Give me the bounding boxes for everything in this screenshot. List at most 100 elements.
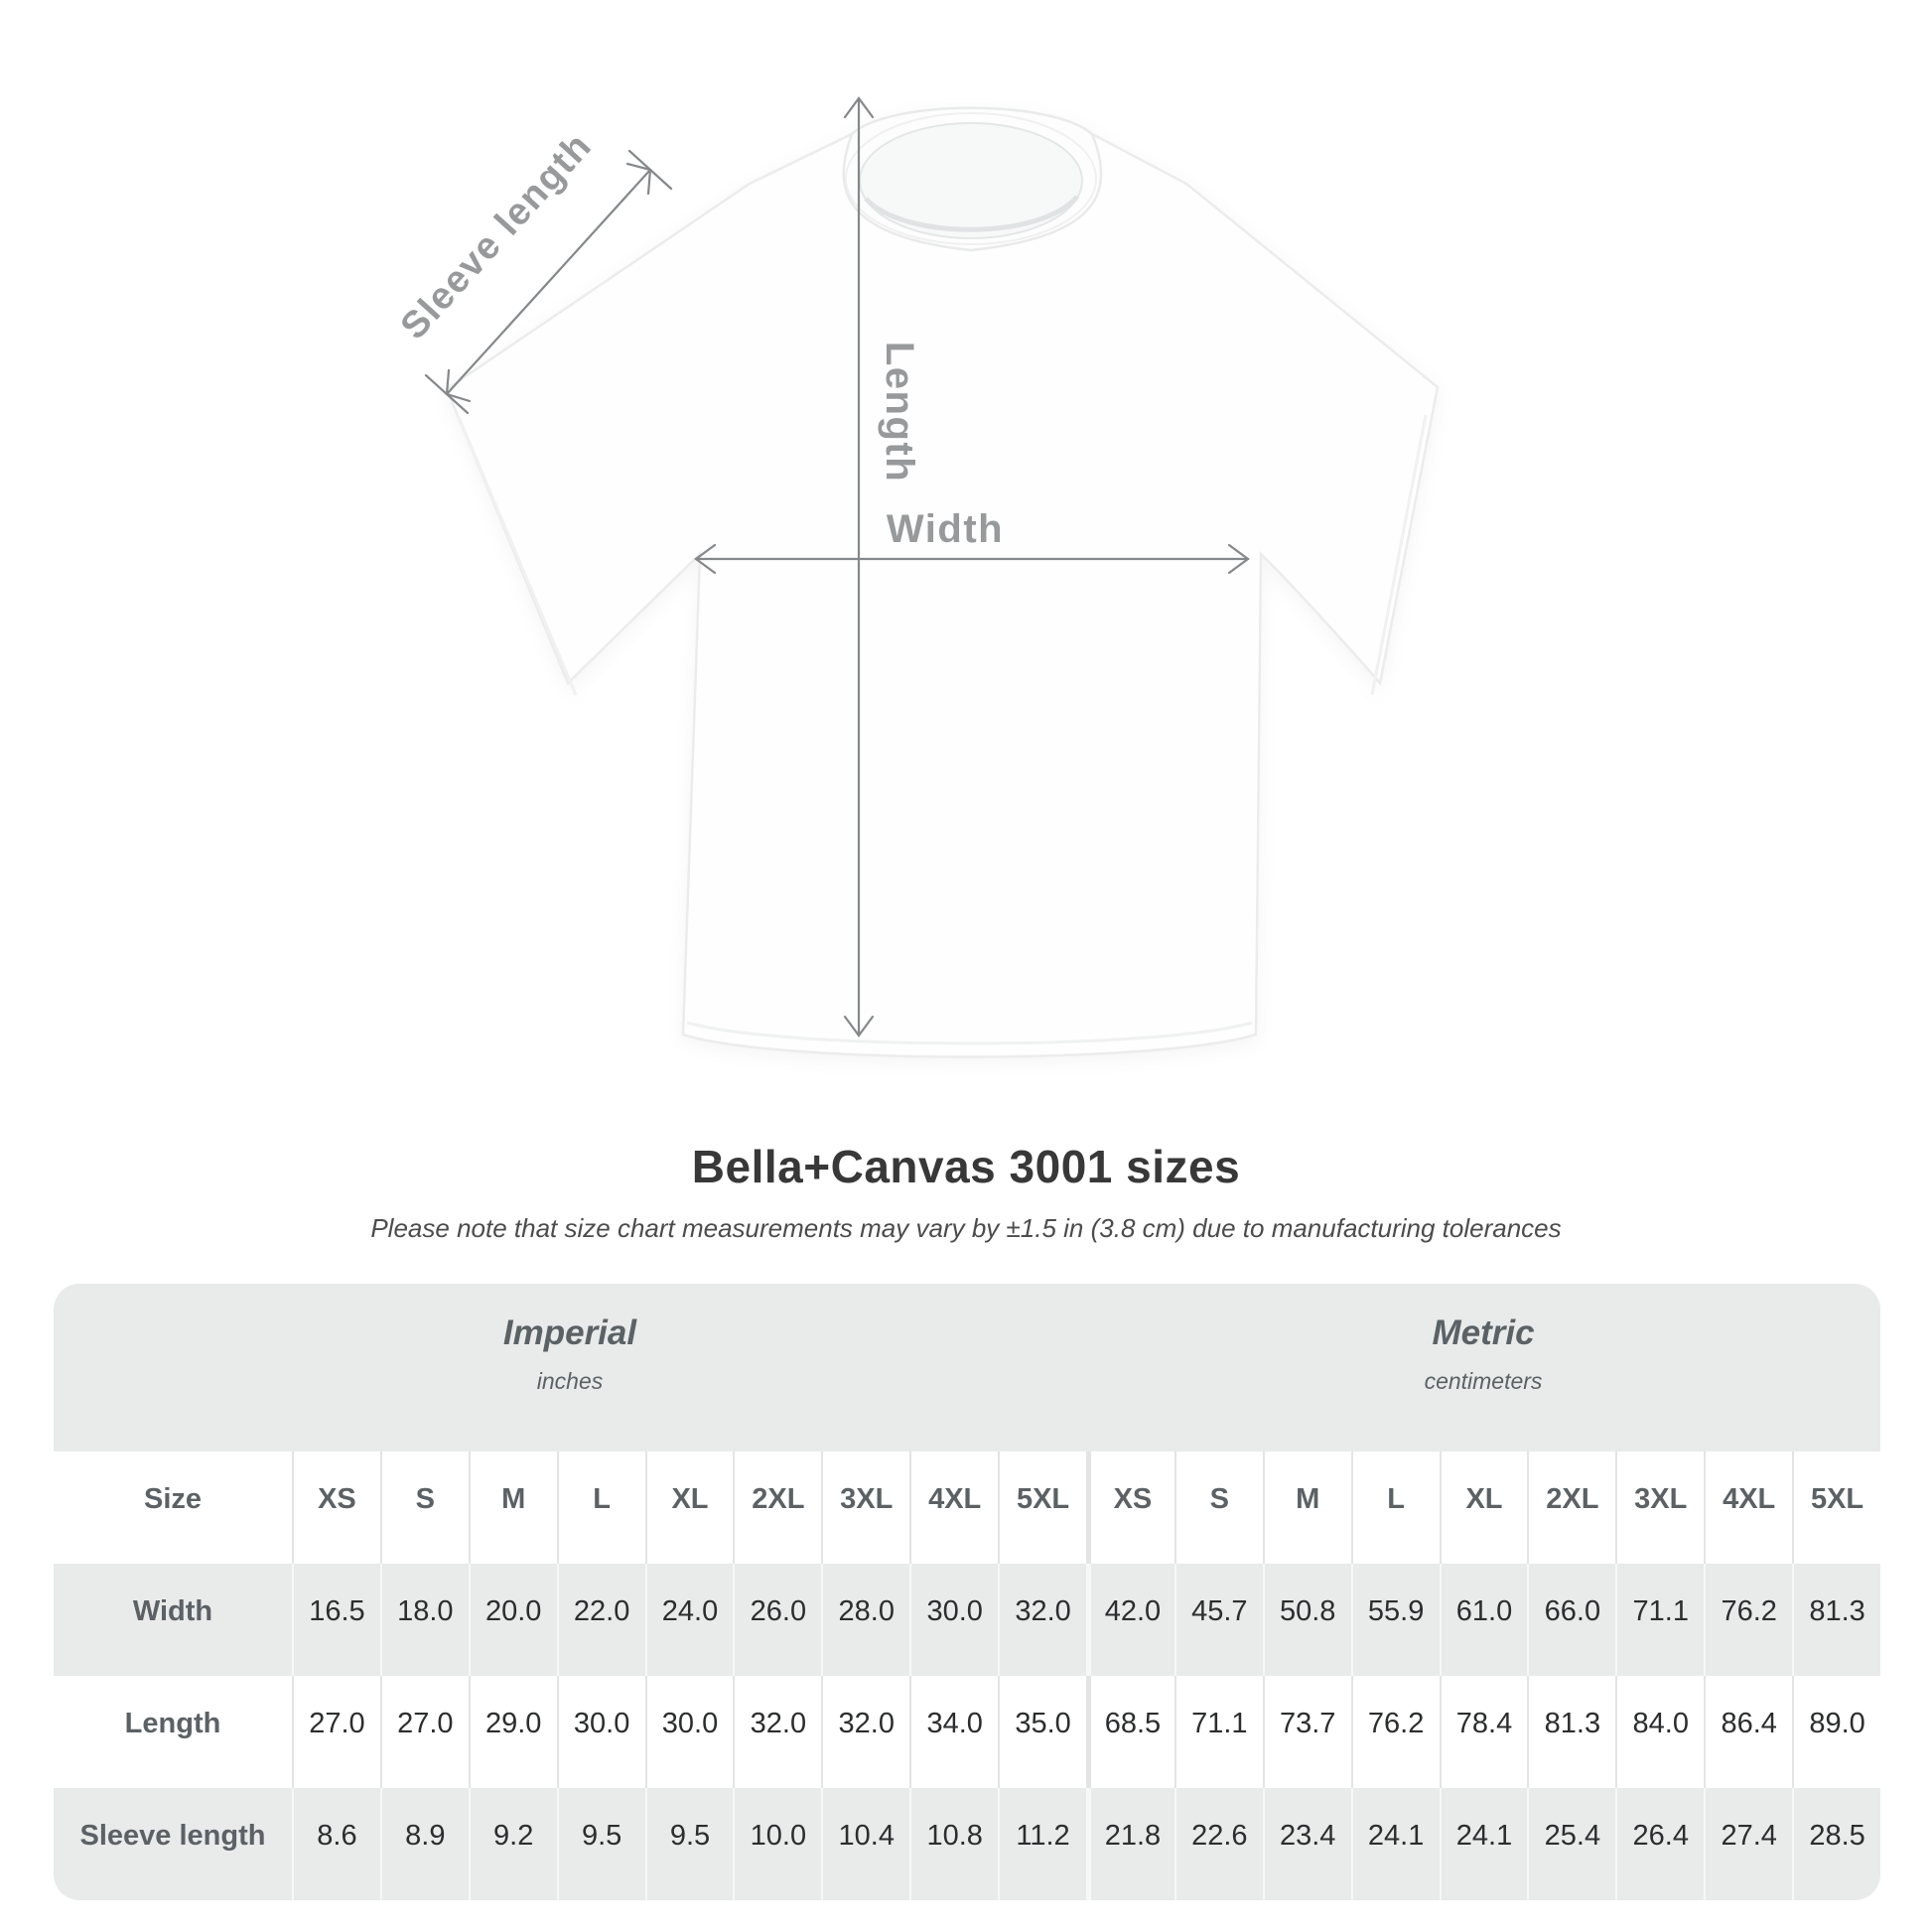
size-cell: M (1262, 1451, 1351, 1564)
value-cell: 26.4 (1615, 1788, 1704, 1900)
size-cell: S (1173, 1451, 1263, 1564)
length-label: Length (878, 342, 921, 483)
collar-inner-shadow (864, 195, 1079, 232)
size-cell: 2XL (1527, 1451, 1615, 1564)
length-row: Length 27.0 27.0 29.0 30.0 30.0 32.0 32.… (54, 1676, 1880, 1788)
value-cell: 10.0 (733, 1788, 821, 1900)
size-header-label: Size (143, 1483, 203, 1515)
width-row: Width 16.5 18.0 20.0 22.0 24.0 26.0 28.0… (54, 1564, 1880, 1676)
value-cell: 27.0 (292, 1676, 380, 1788)
size-cell: 4XL (909, 1451, 998, 1564)
value-cell: 84.0 (1615, 1676, 1704, 1788)
value-cell: 42.0 (1085, 1564, 1174, 1676)
unit-group-metric: Metric centimeters (1086, 1284, 1880, 1451)
value-cell: 8.9 (379, 1788, 469, 1900)
value-cell: 76.2 (1350, 1676, 1440, 1788)
row-label: Length (124, 1708, 221, 1739)
tshirt-measurement-diagram: Length Width Sleeve length (393, 96, 1440, 1058)
size-cell: 3XL (1615, 1451, 1704, 1564)
size-cell: XL (644, 1451, 734, 1564)
value-cell: 9.5 (644, 1788, 734, 1900)
size-cell: XL (1439, 1451, 1528, 1564)
value-cell: 26.0 (733, 1564, 821, 1676)
width-arrow: Width (694, 507, 1250, 575)
metric-unit-label: centimeters (1424, 1368, 1543, 1394)
value-cell: 45.7 (1173, 1564, 1263, 1676)
page-title: Bella+Canvas 3001 sizes (691, 1141, 1241, 1192)
size-cell: 5XL (998, 1451, 1086, 1564)
value-cell: 22.0 (556, 1564, 645, 1676)
row-label: Sleeve length (79, 1820, 266, 1852)
size-cell: 3XL (821, 1451, 909, 1564)
value-cell: 32.0 (733, 1676, 821, 1788)
value-cell: 27.4 (1704, 1788, 1792, 1900)
value-cell: 10.8 (909, 1788, 998, 1900)
value-cell: 81.3 (1527, 1676, 1615, 1788)
imperial-label: Imperial (502, 1313, 637, 1352)
value-cell: 78.4 (1439, 1676, 1528, 1788)
size-cell: 5XL (1792, 1451, 1880, 1564)
value-cell: 8.6 (292, 1788, 380, 1900)
size-cell: L (556, 1451, 645, 1564)
value-cell: 73.7 (1262, 1676, 1351, 1788)
value-cell: 32.0 (998, 1564, 1086, 1676)
value-cell: 30.0 (644, 1676, 734, 1788)
collar-seam (845, 112, 1097, 245)
value-cell: 25.4 (1527, 1788, 1615, 1900)
value-cell: 28.0 (821, 1564, 909, 1676)
value-cell: 34.0 (909, 1676, 998, 1788)
value-cell: 55.9 (1350, 1564, 1440, 1676)
tshirt-body (445, 108, 1440, 1058)
size-cell: XS (1085, 1451, 1174, 1564)
size-cell: L (1350, 1451, 1440, 1564)
value-cell: 24.0 (644, 1564, 734, 1676)
left-cuff-seam (457, 416, 578, 696)
value-cell: 89.0 (1792, 1676, 1880, 1788)
size-cell: XS (292, 1451, 380, 1564)
length-arrow: Length (843, 96, 921, 1037)
metric-label: Metric (1432, 1313, 1535, 1352)
value-cell: 22.6 (1173, 1788, 1263, 1900)
value-cell: 24.1 (1439, 1788, 1528, 1900)
value-cell: 29.0 (468, 1676, 557, 1788)
unit-band: Imperial inches Metric centimeters (54, 1284, 1880, 1451)
collar-opening (859, 122, 1083, 239)
value-cell: 9.5 (556, 1788, 645, 1900)
size-cell: 4XL (1704, 1451, 1792, 1564)
sleeve-length-row: Sleeve length 8.6 8.9 9.2 9.5 9.5 10.0 1… (54, 1788, 1880, 1900)
value-cell: 11.2 (998, 1788, 1086, 1900)
value-cell: 20.0 (468, 1564, 557, 1676)
value-cell: 61.0 (1439, 1564, 1528, 1676)
value-cell: 28.5 (1792, 1788, 1880, 1900)
value-cell: 86.4 (1704, 1676, 1792, 1788)
value-cell: 16.5 (292, 1564, 380, 1676)
value-cell: 71.1 (1615, 1564, 1704, 1676)
row-label: Width (132, 1595, 213, 1627)
value-cell: 9.2 (468, 1788, 557, 1900)
right-cuff-seam (1370, 414, 1428, 696)
value-cell: 18.0 (379, 1564, 469, 1676)
size-cell: M (468, 1451, 557, 1564)
value-cell: 32.0 (821, 1676, 909, 1788)
value-cell: 66.0 (1527, 1564, 1615, 1676)
value-cell: 21.8 (1085, 1788, 1174, 1900)
size-cell: 2XL (733, 1451, 821, 1564)
value-cell: 24.1 (1350, 1788, 1440, 1900)
value-cell: 76.2 (1704, 1564, 1792, 1676)
size-header-row: Size XS S M L XL 2XL 3XL 4XL 5XL XS S M … (54, 1451, 1880, 1564)
value-cell: 27.0 (379, 1676, 469, 1788)
hem-seam (686, 1021, 1253, 1045)
imperial-unit-label: inches (536, 1368, 604, 1394)
value-cell: 30.0 (556, 1676, 645, 1788)
width-label: Width (887, 507, 1004, 551)
size-cell: S (379, 1451, 469, 1564)
tshirt-illustration (445, 106, 1440, 1058)
unit-group-imperial: Imperial inches (54, 1284, 1086, 1451)
size-table: Imperial inches Metric centimeters Size … (54, 1284, 1880, 1900)
value-cell: 10.4 (821, 1788, 909, 1900)
value-cell: 68.5 (1085, 1676, 1174, 1788)
value-cell: 81.3 (1792, 1564, 1880, 1676)
value-cell: 30.0 (909, 1564, 998, 1676)
value-cell: 50.8 (1262, 1564, 1351, 1676)
